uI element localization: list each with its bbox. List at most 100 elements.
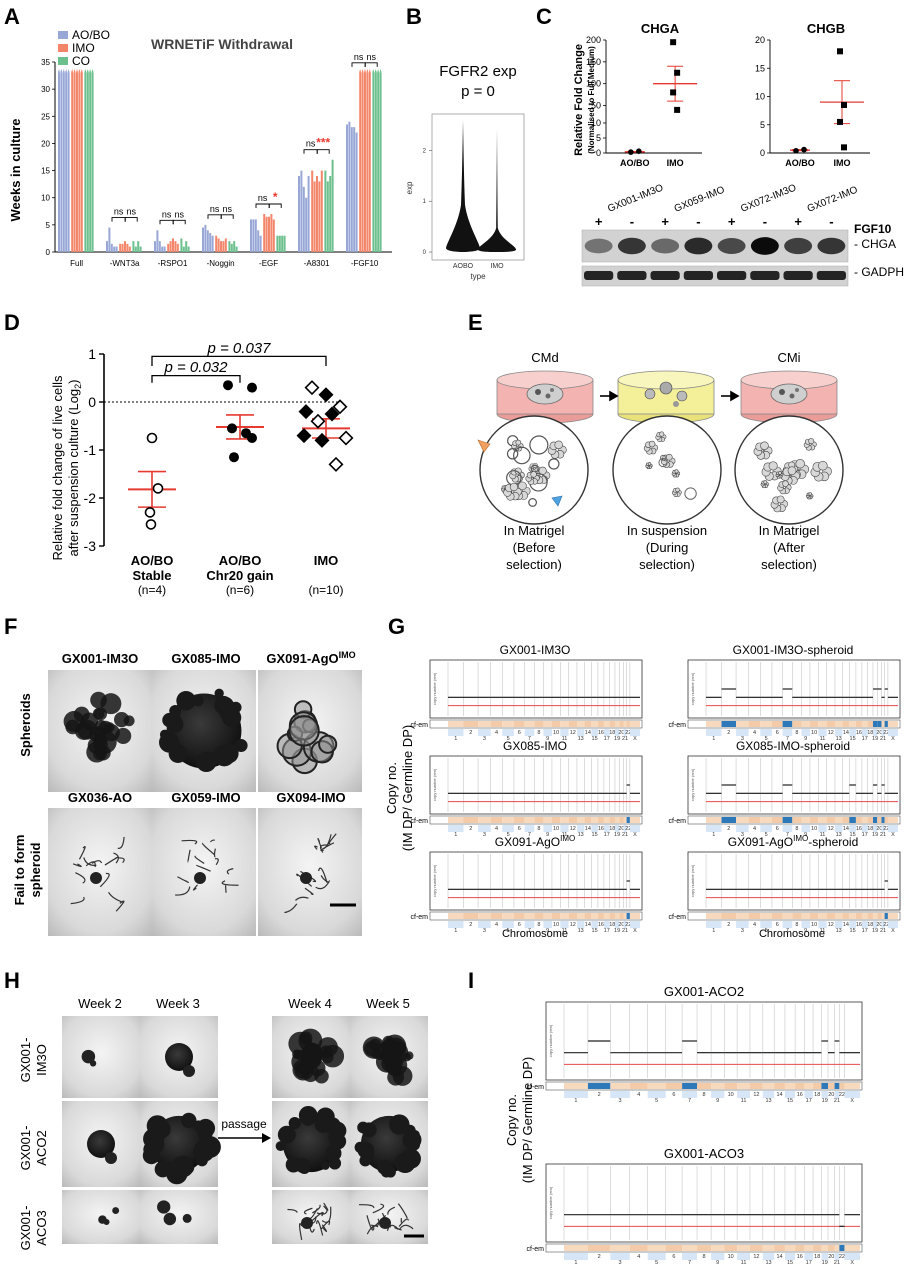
cn-chr-label: 3 <box>741 928 744 934</box>
cn-chr-label: 16 <box>856 730 862 736</box>
cn-chr-label: 14 <box>585 826 591 832</box>
cn-chr-label: 17 <box>806 1260 812 1266</box>
a-bar <box>278 235 281 252</box>
a-bar <box>106 241 108 252</box>
c-point <box>674 106 681 113</box>
organoid-lobe <box>183 1065 195 1077</box>
a-ytick-label: 10 <box>41 194 50 203</box>
cn-track-cell <box>861 817 868 823</box>
a-bar-arrow <box>65 68 68 73</box>
cn-frame <box>545 1163 863 1243</box>
cn-chr-label: 9 <box>804 832 807 838</box>
a-bar <box>169 241 172 252</box>
c-ytick-label: 50 <box>591 101 601 111</box>
d-point <box>310 413 326 429</box>
i-cn-plot: copy number (em)cf-em1234567891011121314… <box>527 1163 863 1266</box>
cn-chr-label-bg <box>564 1091 588 1098</box>
cn-track-cell <box>867 817 873 823</box>
cn-chr-label-bg <box>560 825 569 832</box>
cn-chr-label: 5 <box>765 832 768 838</box>
cn-chr-label-bg <box>760 825 772 832</box>
a-bar <box>137 241 140 252</box>
cn-track-cell <box>839 1245 845 1251</box>
cn-chr-label-bg <box>576 729 585 736</box>
d-xtick-n: (n=4) <box>138 583 166 597</box>
cn-track-cell <box>647 1083 666 1089</box>
g-ylabel-2: (IM DP/ Germline DP) <box>400 725 415 851</box>
c-point <box>793 147 799 154</box>
i-ylabel-2: (IM DP/ Germline DP) <box>520 1057 535 1183</box>
d-xtick-label-1: IMO <box>314 553 339 568</box>
debris <box>397 1203 408 1219</box>
organoid-lobe <box>279 1131 292 1144</box>
cn-chr-label: 2 <box>469 826 472 832</box>
cn-chr-label: 4 <box>753 826 756 832</box>
cn-chr-label-bg <box>821 1091 829 1098</box>
cn-track-cell <box>463 913 479 919</box>
h-passage-label: passage <box>221 1117 267 1131</box>
cn-chr-label: 18 <box>814 1092 820 1098</box>
a-bar <box>302 186 305 252</box>
cn-track-cell <box>818 721 827 727</box>
cn-chr-label: 9 <box>804 928 807 934</box>
d-point <box>247 433 257 443</box>
cn-chr-label-bg <box>784 1253 796 1260</box>
cn-track-cell <box>771 913 783 919</box>
a-bar <box>331 159 334 252</box>
small-organoid <box>163 1212 177 1226</box>
c-point <box>841 101 847 108</box>
cn-chr-label: 8 <box>703 1254 706 1260</box>
cn-chr-label-bg <box>706 729 722 736</box>
cn-track-cell <box>711 1083 725 1089</box>
cn-track-cell <box>610 1245 630 1251</box>
panel-a-ylabel: Weeks in culture <box>8 118 23 221</box>
d-point <box>298 404 314 420</box>
a-bar <box>250 219 252 252</box>
blot-label-fgf10: FGF10 <box>854 222 892 236</box>
debris <box>320 875 329 884</box>
f-row-label-spheroids: Spheroids <box>18 693 33 757</box>
legend-swatch-aobo <box>58 31 68 39</box>
panel-a-axis: 0 5 10 15 20 25 30 35 <box>41 58 392 257</box>
blot-chga-band <box>617 237 646 255</box>
a-bar-arrow <box>71 68 74 73</box>
cn-chr-label-bg <box>872 729 878 736</box>
panel-b-xlabel: type <box>470 272 486 281</box>
cn-track-cell <box>543 721 552 727</box>
d-point <box>314 432 330 448</box>
d-xtick-n: (n=10) <box>308 583 343 597</box>
cn-chr-label: 6 <box>672 1092 675 1098</box>
debris <box>398 1218 409 1227</box>
debris <box>115 900 125 912</box>
debris <box>221 880 239 886</box>
cn-track-cell <box>629 817 640 823</box>
c-ytick-label: 200 <box>586 35 601 45</box>
d-xtick-label-1: AO/BO <box>131 553 174 568</box>
d-ytick-label: -1 <box>84 442 97 458</box>
blot-label-gadph: - GADPH <box>854 265 904 279</box>
a-sig-label: ns <box>174 209 184 219</box>
cluster-organoid <box>675 487 680 493</box>
cn-track-cell <box>623 913 627 919</box>
a-bar <box>353 127 356 252</box>
a-bar <box>209 233 212 252</box>
arrow-orange <box>477 439 491 453</box>
a-bar <box>185 241 188 252</box>
cn-track-cell <box>828 1245 835 1251</box>
blot-gadph-band <box>650 271 680 280</box>
cn-track-cell <box>524 721 535 727</box>
cn-chr-label: 18 <box>867 922 873 928</box>
cn-track-cell <box>614 913 620 919</box>
blot-chga-band <box>784 237 813 255</box>
panel-f-micrographs: GX001-IM3O GX085-IMO GX091-AgOIMO GX036-… <box>12 650 362 936</box>
cn-chr-label-bg <box>711 1091 725 1098</box>
cn-track-cell <box>809 913 819 919</box>
a-bar <box>326 181 329 252</box>
debris <box>295 896 309 901</box>
western-blot: GX001-IM3O GX059-IMO GX072-IM3O GX072-IMO + -… <box>581 182 860 287</box>
micrograph-bg <box>140 1190 218 1244</box>
cn-chr-label: 17 <box>806 1098 812 1104</box>
cn-chr-label: 2 <box>598 1092 601 1098</box>
a-bar <box>172 238 174 252</box>
a-bar <box>132 241 135 252</box>
